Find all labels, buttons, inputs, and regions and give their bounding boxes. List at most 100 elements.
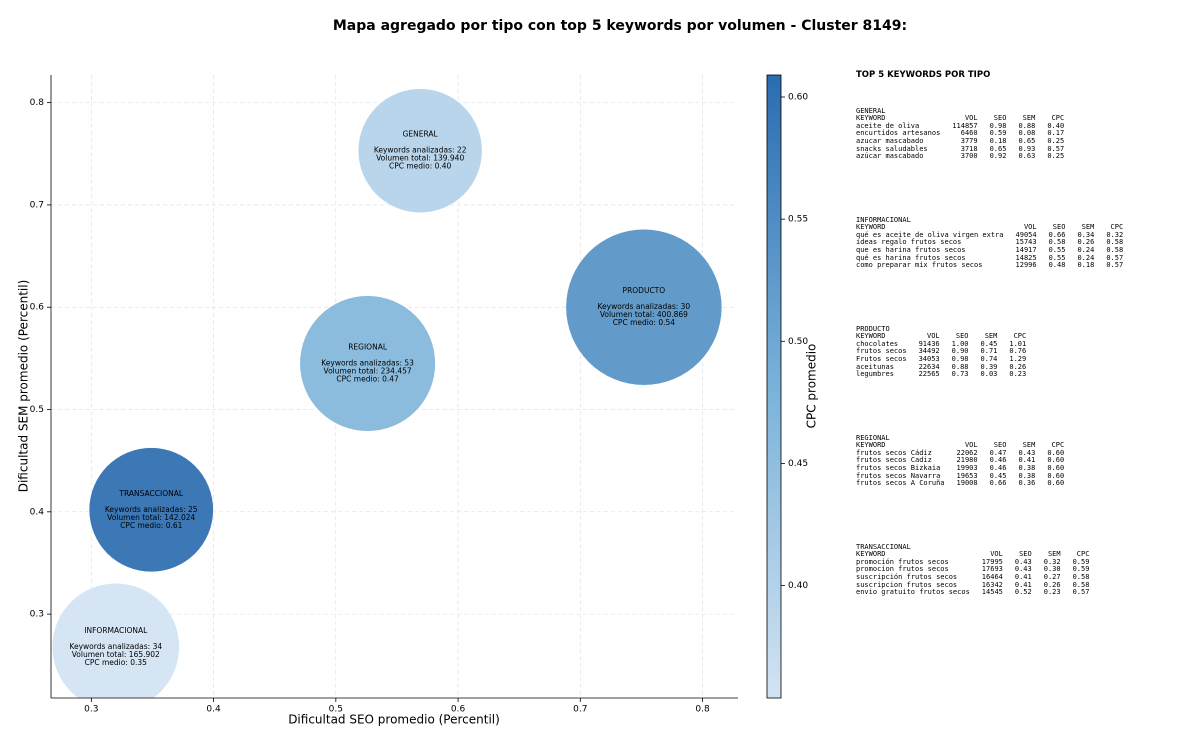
bubble [51,583,180,698]
column-header: SEM [1047,550,1061,559]
keyword-row: promocion frutos secos 17693 0.43 0.30 0.59 [856,566,1089,574]
cell: 19903 [956,463,978,472]
cell: Frutos secos [856,354,907,363]
cell: 0.18 [1077,261,1095,270]
cell: 22634 [918,362,940,371]
bubble-label: TRANSACCIONAL [118,489,183,498]
cell: azúcar mascabado [856,152,924,161]
cell: suscripción frutos secos [856,572,958,581]
cell: frutos secos Cádiz [856,448,932,457]
cell: 0.60 [1047,471,1065,480]
header-row: KEYWORD VOL SEO SEM CPC [856,115,1064,123]
keyword-row: suscripción frutos secos 16464 0.41 0.27 0.5… [856,572,1090,582]
bubble-annotation: Keywords analizadas: 53 [321,358,414,367]
bubble-label: INFORMACIONAL [84,626,148,635]
cell: 14545 [981,588,1003,597]
cell: frutos secos [856,347,907,356]
bubble [299,295,436,432]
keyword-row: aceite de oliva 114857 0.98 0.88 0.40 [856,121,1065,131]
keyword-row: ideas regalo frutos secos 15743 0.58 0.26 0.… [856,239,1123,247]
cell: 0.30 [1043,565,1061,574]
cell: legumbres [856,370,894,379]
column-header: SEO [993,114,1007,123]
cell: 0.66 [1048,230,1066,239]
header-row: KEYWORD VOL SEO SEM CPC [856,442,1064,450]
bubble-annotation: Keywords analizadas: 34 [69,642,162,651]
cell: chocolates [856,339,899,348]
cell: 3718 [960,144,978,153]
cell: qué es aceite de oliva virgen extra [856,230,1004,239]
cell: 0.65 [989,144,1007,153]
cell: 0.41 [1014,580,1032,589]
column-header: VOL [927,332,940,341]
cell: 0.59 [1072,565,1090,574]
cell: frutos secos Navarra [856,471,941,480]
cell: que es harina frutos secos [856,245,966,254]
cell: 0.48 [1048,261,1066,270]
cell: 0.45 [989,471,1007,480]
keyword-row: qué es aceite de oliva virgen extra 49054… [856,230,1123,240]
cell: 0.43 [1014,565,1032,574]
cell: 34492 [918,347,940,356]
column-header: VOL [990,550,1003,559]
section-name: GENERAL [856,106,886,115]
cell: 0.74 [980,354,998,363]
keyword-table: KEYWORD VOL SEO SEM CPC chocolates 91436 1.00 0.… [856,333,1026,379]
cell: 0.40 [1047,121,1065,130]
cell: 0.90 [951,347,969,356]
keyword-row: frutos secos Navarra 19653 0.45 0.38 0.60 [856,471,1065,481]
cell: 0.17 [1047,129,1065,138]
cell: 0.58 [1072,572,1090,581]
cell: 0.47 [989,448,1007,457]
header-row: KEYWORD VOL SEO SEM CPC [856,224,1123,232]
bubble [357,88,483,213]
panel-section: GENERAL KEYWORD VOL SEO SEM CPC aceite de oliv… [856,106,1123,217]
keyword-row: azucar mascabado 3779 0.18 0.65 0.25 [856,136,1065,146]
column-header: CPC [1051,441,1065,450]
keyword-table: KEYWORD VOL SEO SEM CPC promoción frutos seco… [856,551,1089,597]
column-header: CPC [1013,332,1027,341]
y-tick-label: 0.7 [30,200,44,210]
cell: 0.58 [1106,238,1124,247]
y-tick-label: 0.5 [30,405,44,415]
cell: 0.43 [1018,448,1036,457]
cell: 0.43 [1014,557,1032,566]
cell: 16464 [981,572,1003,581]
cell: 0.66 [989,479,1007,488]
keyword-table: KEYWORD VOL SEO SEM CPC frutos secos Cádiz 220… [856,442,1064,488]
cell: 17693 [981,565,1003,574]
cell: 0.45 [980,339,998,348]
cell: azucar mascabado [856,136,924,145]
cell: 0.32 [1043,557,1061,566]
cell: 49054 [1015,230,1037,239]
cell: 0.57 [1047,144,1065,153]
keyword-row: encurtidos artesanos 6460 0.59 0.08 0.17 [856,130,1064,138]
cell: 1.00 [951,339,969,348]
cell: 22062 [956,448,978,457]
colorbar-tick-label: 0.60 [788,92,808,102]
column-header: SEM [1022,114,1036,123]
cell: 0.59 [989,129,1007,138]
cell: snacks saludables [856,144,928,153]
cell: 1.01 [1009,339,1027,348]
bubble-annotation: Volumen total: 142.024 [107,513,195,522]
cell: 0.60 [1047,479,1065,488]
cell: 14825 [1015,253,1037,262]
cell: 0.58 [1106,245,1124,254]
keyword-row: como preparar mix frutos secos 12996 0.48 0… [856,262,1123,270]
cell: 19008 [956,479,978,488]
cell: frutos secos A Coruña [856,479,945,488]
cell: 0.93 [1018,144,1036,153]
cell: 0.55 [1048,245,1066,254]
y-tick-label: 0.8 [30,98,45,108]
cell: 0.25 [1047,136,1065,145]
cell: 0.26 [1043,580,1061,589]
section-name: REGIONAL [856,433,890,442]
x-tick-label: 0.3 [84,705,98,715]
bubble [565,228,723,386]
cell: aceitunas [856,362,894,371]
keyword-row: promoción frutos secos 17995 0.43 0.32 0.59 [856,557,1089,567]
bubble-annotation: Volumen total: 165.902 [72,650,160,659]
section-name: INFORMACIONAL [856,215,911,224]
